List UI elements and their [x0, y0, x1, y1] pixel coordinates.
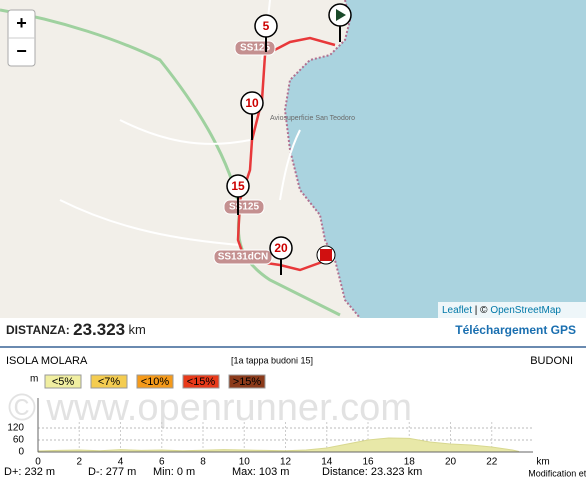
stat: Distance: 23.323 km	[322, 466, 422, 478]
place-label: Aviosuperficie San Teodoro	[270, 115, 355, 122]
download-link[interactable]: Téléchargement GPS	[455, 323, 576, 337]
km-label: 15	[231, 179, 245, 193]
separator: | ©	[472, 305, 490, 316]
x-tick-label: 4	[118, 457, 124, 468]
label: DISTANZA:	[6, 323, 70, 337]
end-label: BUDONI	[530, 355, 573, 367]
x-tick-label: 10	[239, 457, 251, 468]
km-marker[interactable]	[269, 236, 293, 260]
x-tick-label: 18	[404, 457, 416, 468]
road-shield	[213, 249, 273, 265]
road-label: SS125	[240, 43, 270, 54]
stat: D+: 232 m	[4, 466, 55, 478]
sea	[285, 0, 586, 318]
road	[59, 0, 301, 246]
x-tick-label: 8	[200, 457, 206, 468]
zoom-control: + −	[7, 9, 36, 67]
attribution: Leaflet | © OpenStreetMap	[442, 305, 561, 316]
legend-label: <15%	[187, 376, 216, 388]
attribution-box	[438, 302, 586, 318]
legend-swatch	[182, 374, 220, 389]
summary-bar	[0, 318, 586, 346]
x-tick-label: 2	[76, 457, 82, 468]
road-label: SS131dCN	[218, 252, 269, 263]
start-icon	[336, 9, 346, 21]
stat: D-: 277 m	[88, 466, 136, 478]
x-axis-label: km	[536, 457, 549, 468]
km-label: 10	[245, 96, 259, 110]
osm-link[interactable]: OpenStreetMap	[490, 305, 561, 316]
legend-swatch	[90, 374, 128, 389]
end-icon	[320, 249, 332, 261]
distance-label: DISTANZA: 23.323 km	[6, 320, 146, 339]
legend-swatch	[44, 374, 82, 389]
legend-label: <10%	[141, 376, 170, 388]
unit: km	[128, 322, 145, 337]
km-label: 5	[263, 19, 270, 33]
x-tick-label: 0	[35, 457, 41, 468]
elevation-area	[37, 437, 520, 453]
y-axis-label: m	[30, 374, 38, 385]
legend-label: >15%	[233, 376, 262, 388]
x-tick-label: 16	[362, 457, 374, 468]
y-tick-label: 60	[13, 435, 25, 446]
km-label: 20	[274, 241, 288, 255]
legend-swatch	[228, 374, 266, 389]
km-marker[interactable]	[240, 91, 264, 115]
watermark: © www.openrunner.com	[8, 387, 412, 429]
x-tick-label: 14	[321, 457, 333, 468]
stat: Max: 103 m	[232, 466, 289, 478]
start-label: ISOLA MOLARA	[6, 355, 88, 367]
coast	[283, 0, 361, 319]
km-marker[interactable]	[254, 14, 278, 38]
km-marker[interactable]	[226, 174, 250, 198]
y-tick-label: 120	[7, 423, 24, 434]
legend-swatch	[136, 374, 174, 389]
y-tick-label: 0	[18, 447, 24, 458]
zoom-in[interactable]: +	[16, 13, 27, 33]
x-tick-label: 6	[159, 457, 165, 468]
road-label: SS125	[229, 202, 259, 213]
road-shield	[223, 199, 265, 215]
leaflet-link[interactable]: Leaflet	[442, 305, 472, 316]
stat: Min: 0 m	[153, 466, 195, 478]
x-tick-label: 20	[445, 457, 457, 468]
zoom-out[interactable]: −	[16, 41, 27, 61]
legend-label: <7%	[98, 376, 121, 388]
x-tick-label: 12	[280, 457, 292, 468]
profile-title: [1a tappa budoni 15]	[231, 355, 313, 365]
legend-label: <5%	[52, 376, 75, 388]
distance: 23.323	[73, 320, 125, 339]
profile-panel	[0, 348, 586, 483]
x-tick-label: 22	[486, 457, 498, 468]
footer-note: Modification et d	[528, 468, 586, 478]
